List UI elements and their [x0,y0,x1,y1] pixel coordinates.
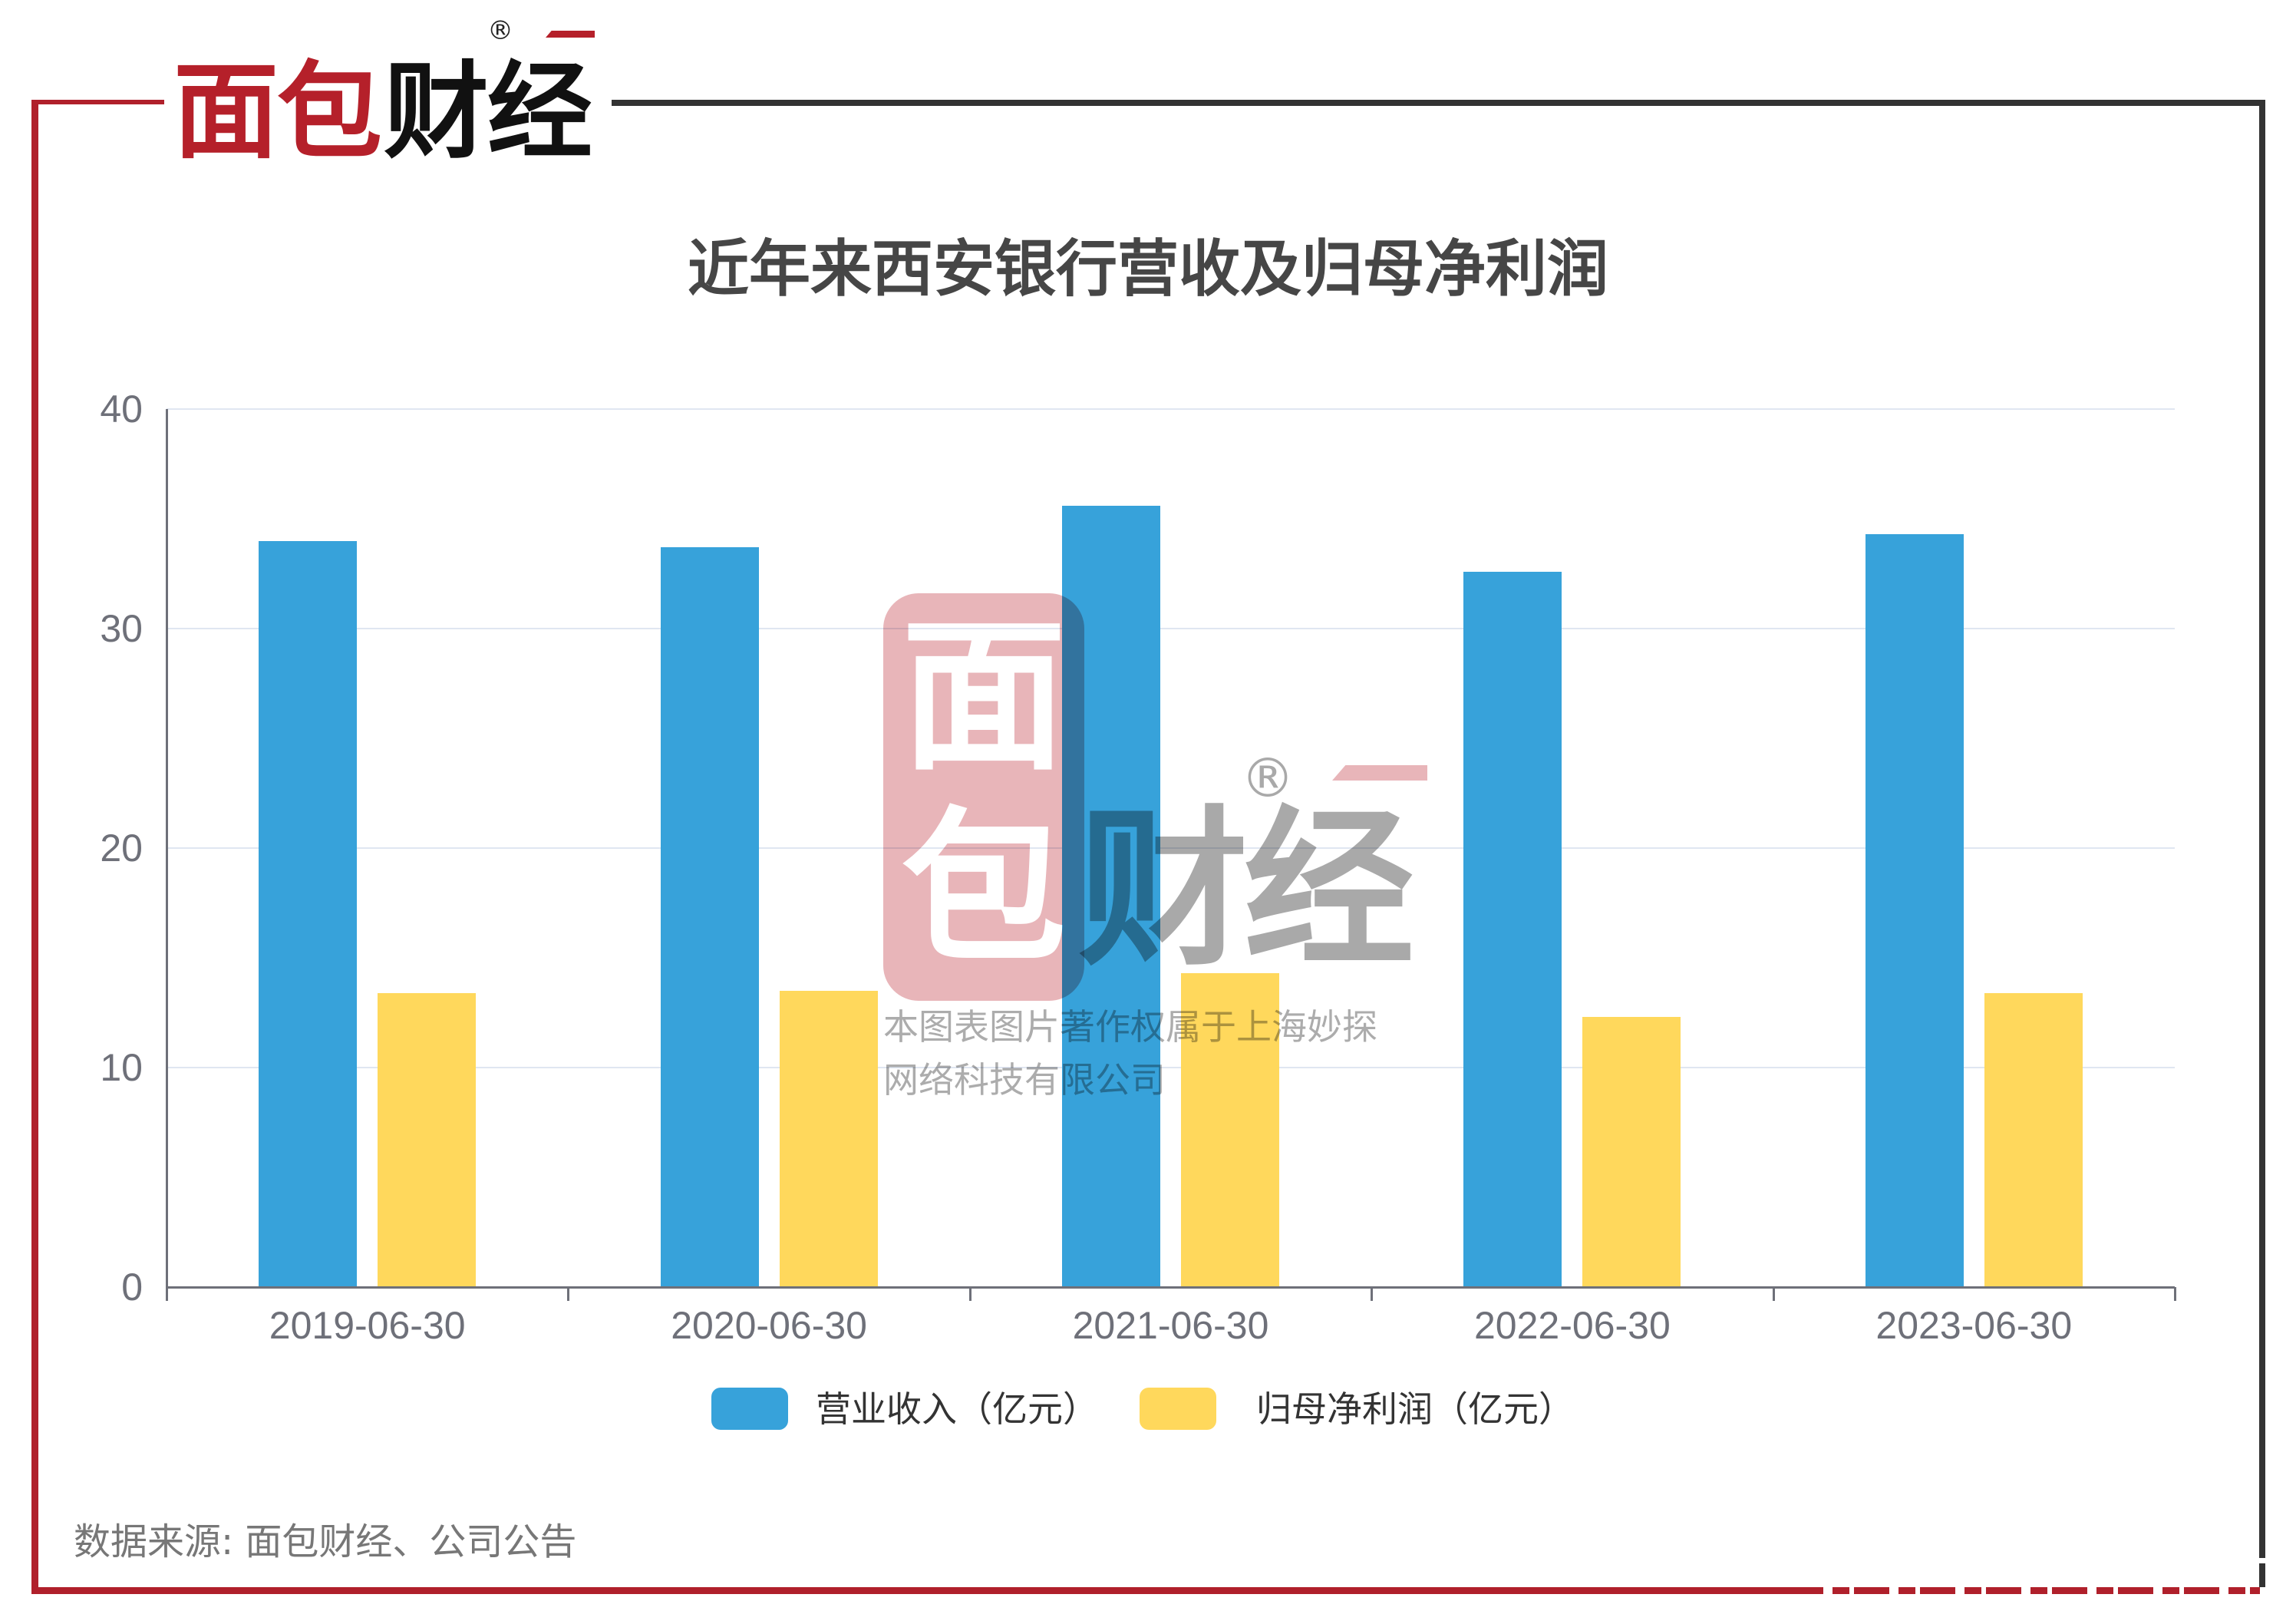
bar-net-profit-2021-06-30 [1181,973,1279,1287]
gridline [167,1067,2175,1068]
brand-logo: 面包 财经 ® [173,15,603,170]
bar-revenue-2019-06-30 [259,540,358,1287]
bar-net-profit-2023-06-30 [1984,992,2083,1287]
x-axis-tick [1772,1287,1775,1301]
y-tick-label: 30 [100,607,143,650]
x-axis-line [167,1286,2175,1289]
registered-mark-icon: ® [487,15,513,46]
logo-text-black: 财经 [384,51,592,173]
bar-revenue-2023-06-30 [1865,534,1964,1287]
x-tick-label: 2020-06-30 [671,1304,867,1347]
x-axis-tick [968,1287,972,1301]
bar-net-profit-2019-06-30 [378,992,477,1287]
data-source-note: 数据来源: 面包财经、公司公告 [74,1520,577,1563]
frame-bottom-line [31,1587,2260,1594]
y-axis-line [166,409,168,1288]
frame-bottom-overlay-fragment [1788,1582,2260,1597]
x-tick-label: 2023-06-30 [1875,1304,2073,1347]
y-tick-label: 20 [100,827,143,870]
bar-net-profit-2022-06-30 [1582,1017,1681,1287]
bar-revenue-2020-06-30 [660,547,759,1287]
gridline [167,408,2175,410]
chart-title: 近年来西安银行营收及归母净利润 [688,233,1608,305]
legend-swatch-net-profit [1140,1388,1216,1430]
frame-right-line-lower [2259,1563,2265,1587]
logo-accent-bar [546,31,595,38]
frame-top-left-line [31,100,164,104]
legend-label-revenue: 营业收入（亿元） [816,1388,1098,1430]
y-tick-label: 0 [121,1266,143,1309]
bar-revenue-2021-06-30 [1062,505,1160,1287]
gridline [167,628,2175,629]
x-tick-label: 2022-06-30 [1474,1304,1671,1347]
x-axis-tick [1371,1287,1374,1301]
frame-right-line [2259,100,2265,1558]
logo-text-red: 面包 [173,51,382,173]
legend-swatch-revenue [711,1388,788,1430]
plot-area [167,408,2175,1287]
x-tick-label: 2021-06-30 [1072,1304,1269,1347]
legend-label-net-profit: 归母净利润（亿元） [1256,1388,1574,1430]
frame-top-right-line [612,100,2265,106]
frame-left-line [31,100,38,1594]
x-tick-label: 2019-06-30 [269,1304,466,1347]
x-axis-tick [166,1287,168,1301]
x-axis-tick [2174,1287,2176,1301]
x-axis-tick [567,1287,570,1301]
gridline [167,847,2175,849]
bar-revenue-2022-06-30 [1463,571,1562,1287]
y-tick-label: 10 [100,1046,143,1089]
y-tick-label: 40 [100,388,143,431]
bar-net-profit-2020-06-30 [779,990,878,1287]
